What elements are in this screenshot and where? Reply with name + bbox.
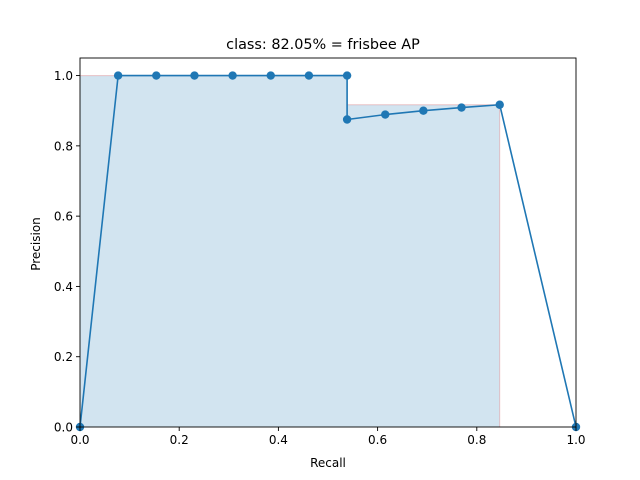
y-tick-label-3: 0.6	[54, 210, 73, 224]
pr-curve-line	[79, 74, 577, 428]
y-tick-label-5: 1.0	[54, 69, 73, 83]
x-ticks: 0.0 0.2 0.4 0.6 0.8 1.0	[70, 427, 586, 447]
x-tick-label-0: 0.0	[70, 433, 89, 447]
x-tick-label-1: 0.2	[170, 433, 189, 447]
pr-curve-point-7	[342, 71, 352, 80]
y-tick-label-2: 0.4	[54, 280, 73, 294]
pr-curve-point-5	[266, 71, 275, 80]
pr-curve-point-12	[495, 100, 504, 109]
y-axis-label: Precision	[29, 217, 43, 271]
pr-curve-point-2	[152, 71, 161, 80]
pr-curve-point-3	[190, 71, 199, 80]
pr-curve-point-8	[342, 115, 352, 124]
x-tick-label-3: 0.6	[368, 433, 387, 447]
x-axis-label: Recall	[310, 456, 346, 470]
x-tick-label-2: 0.4	[269, 433, 288, 447]
pr-curve-point-4	[228, 71, 237, 80]
pr-curve-point-10	[419, 106, 428, 115]
y-tick-label-4: 0.8	[54, 139, 73, 153]
pr-curve-point-11	[457, 103, 466, 112]
pr-curve-point-6	[304, 71, 314, 80]
x-tick-label-4: 0.8	[467, 433, 486, 447]
axes-layer	[79, 57, 577, 428]
pr-curve-point-1	[113, 71, 123, 80]
pr-curve-point-9	[381, 110, 390, 119]
x-tick-label-5: 1.0	[566, 433, 585, 447]
y-tick-label-0: 0.0	[54, 421, 73, 435]
interpolated-area-fill	[80, 75, 500, 428]
plot-frame	[79, 57, 577, 428]
y-ticks: 0.0 0.2 0.4 0.6 0.8 1.0	[54, 69, 80, 435]
chart-title: class: 82.05% = frisbee AP	[226, 37, 420, 53]
interpolated-area-layer	[80, 75, 501, 428]
y-tick-label-1: 0.2	[54, 350, 73, 364]
